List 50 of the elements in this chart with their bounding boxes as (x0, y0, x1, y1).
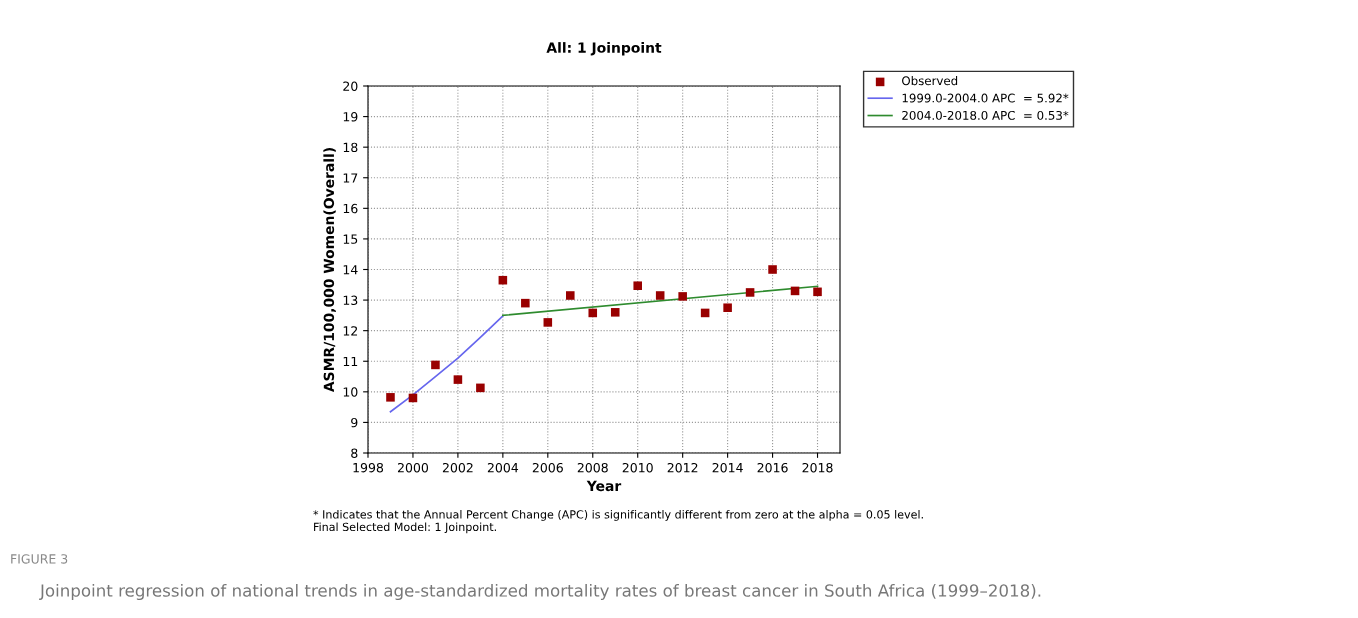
y-tick-label: 16 (343, 203, 358, 214)
x-tick-label: 2014 (712, 462, 743, 473)
legend-label: 1999.0-2004.0 APC = 5.92* (902, 93, 1069, 103)
point (723, 303, 732, 313)
x-tick-label: 2018 (802, 462, 833, 473)
legend-label: Observed (902, 76, 958, 86)
y-tick-label: 14 (343, 265, 358, 275)
point (431, 360, 440, 370)
x-tick-label: 2006 (532, 462, 563, 473)
y-tick-label: 17 (343, 173, 358, 183)
y-tick-label: 12 (343, 326, 358, 336)
x-tick-label: 1998 (353, 462, 384, 473)
x-tick-label: 2010 (622, 462, 653, 473)
legend-label: 2004.0-2018.0 APC = 0.53* (902, 110, 1069, 120)
text: * Indicates that the Annual Percent Change (APC) is significantly different from zero at the alpha = 0.05 level. Final Selected Model: 1 Joinpoint. (313, 510, 923, 534)
point (633, 281, 642, 290)
chart-title: All: 1 Joinpoint (546, 42, 662, 56)
point (610, 308, 620, 317)
point (476, 383, 485, 393)
caption: FIGURE 3 (11, 554, 68, 564)
point (655, 291, 665, 300)
x-tick-label: 2012 (667, 462, 698, 473)
y-tick-label: 10 (343, 387, 358, 397)
x-tick-label: 2002 (442, 462, 473, 473)
x-tick-label: 2016 (757, 462, 788, 473)
text: Joinpoint regression of national trends in age-standardized mortality rates of breast cancer in South Africa (1999–2018). (39, 583, 1041, 601)
x-tick-label: 2000 (397, 462, 429, 473)
y-axis-title: ASMR/100,000 Women(Overall) (323, 148, 336, 393)
point (813, 287, 822, 297)
x-tick-label: 2004 (487, 462, 519, 473)
point (521, 298, 530, 308)
y-tick-label: 19 (343, 112, 358, 122)
y-tick-label: 18 (343, 142, 358, 153)
x-axis-title: Year (586, 480, 622, 492)
y-tick-label: 20 (343, 81, 358, 91)
y-tick-label: 8 (351, 448, 358, 458)
y-tick-label: 11 (343, 356, 358, 366)
y-tick-label: 15 (343, 234, 358, 244)
x-tick-label: 2008 (577, 462, 608, 473)
line-series (389, 315, 504, 413)
y-tick-label: 9 (351, 417, 358, 428)
point (588, 308, 598, 318)
point (768, 265, 777, 274)
point (566, 291, 575, 300)
point (453, 375, 463, 384)
point (678, 292, 687, 301)
point (543, 318, 553, 327)
point (745, 288, 755, 297)
point (386, 393, 395, 402)
y-tick-label: 13 (343, 295, 358, 306)
